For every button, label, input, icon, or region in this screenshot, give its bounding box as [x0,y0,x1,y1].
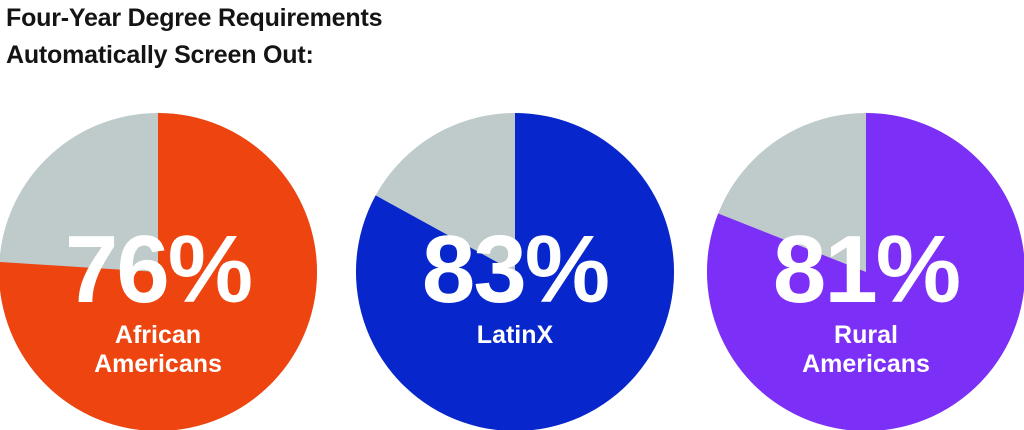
chart-title: Four-Year Degree Requirements Automatica… [6,0,382,74]
pie-slice-main [0,113,317,430]
pie-category-label: Americans [94,350,222,378]
pie-slice-main [707,113,1024,430]
chart-title-line-1: Four-Year Degree Requirements [6,4,383,32]
pie-category-label: LatinX [477,321,554,349]
pie-percent-label: 83% [422,216,608,323]
pie-category-label: Americans [802,350,930,378]
pie-percent-label: 81% [773,216,959,323]
pie-category-label: African [115,321,201,349]
pie-percent-label: 76% [65,216,251,323]
pie-chart-2: 83%LatinX [356,113,674,430]
pie-category-label: Rural [834,321,898,349]
chart-title-line-2: Automatically Screen Out: [6,41,314,69]
pie-slice-main [356,113,674,430]
